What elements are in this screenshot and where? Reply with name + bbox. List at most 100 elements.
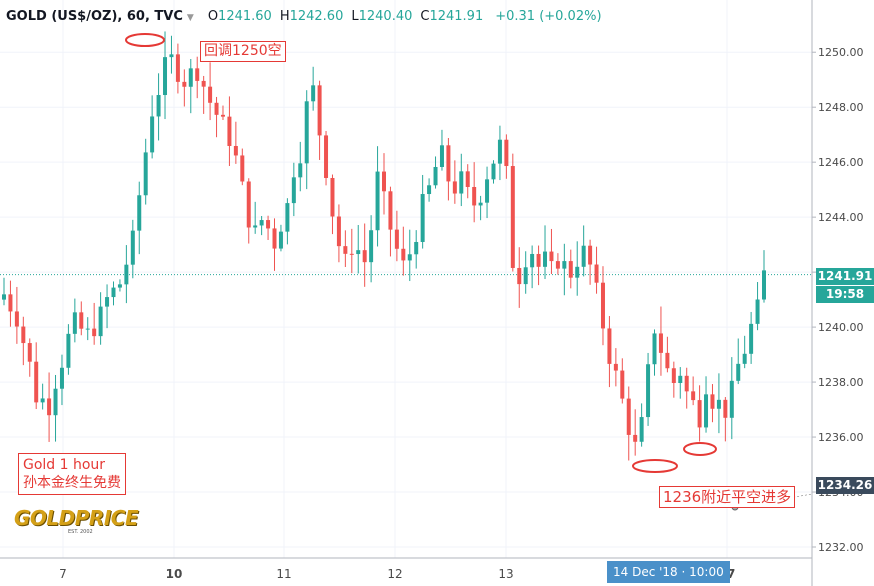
candle-body-down — [240, 155, 245, 182]
candle-body-up — [762, 270, 766, 300]
candle-body-down — [21, 326, 26, 344]
candle-body-down — [465, 171, 470, 187]
candle-body-up — [562, 261, 567, 269]
candle-body-down — [195, 68, 200, 81]
candle-body-down — [343, 246, 348, 254]
candle-body-up — [716, 399, 721, 409]
open-label: O — [207, 9, 219, 24]
candle-body-down — [220, 114, 225, 117]
candle-body-down — [510, 166, 515, 268]
price-tick-label: 1246.00 — [818, 156, 864, 169]
last-price-tag: 1241.91 — [816, 268, 874, 285]
candle-body-down — [517, 267, 522, 285]
candle-body-up — [439, 145, 444, 167]
candle-body-up — [285, 203, 290, 232]
candle-body-up — [2, 294, 6, 300]
symbol-title[interactable]: GOLD (US$/OZ), 60, TVC — [6, 9, 183, 24]
candle-body-down — [317, 85, 322, 136]
candle-body-down — [324, 135, 329, 178]
candle-body-up — [530, 253, 535, 268]
info-annotation: Gold 1 hour 孙本金终生免费 — [18, 453, 126, 495]
time-tick-label: 13 — [498, 567, 513, 581]
price-tick-label: 1244.00 — [818, 211, 864, 224]
candle-body-down — [504, 139, 509, 167]
price-tick-label: 1236.00 — [818, 431, 864, 444]
candle-body-up — [755, 299, 760, 324]
candle-body-up — [291, 177, 296, 204]
low-label: L — [351, 9, 359, 24]
high-label: H — [279, 9, 290, 24]
candle-body-up — [523, 267, 528, 285]
info-line-1: Gold 1 hour — [23, 457, 106, 473]
candle-body-down — [182, 81, 187, 87]
candle-body-down — [401, 248, 406, 261]
candle-body-up — [40, 398, 45, 403]
candle-body-down — [620, 370, 625, 399]
candle-body-up — [407, 254, 412, 261]
time-tick-label: 11 — [276, 567, 291, 581]
candle-body-down — [697, 400, 702, 428]
candle-body-down — [723, 399, 728, 418]
candle-body-up — [575, 266, 580, 278]
support-circle-marker-left — [632, 459, 678, 473]
candle-body-up — [427, 185, 432, 195]
chevron-down-icon[interactable]: ▼ — [186, 13, 194, 23]
resistance-annotation: 回调1250空 — [200, 41, 286, 62]
high-value: 1242.60 — [289, 9, 344, 24]
candle-body-up — [433, 166, 438, 186]
candle-body-up — [646, 364, 651, 418]
candle-body-down — [536, 253, 541, 267]
candle-body-up — [98, 306, 103, 337]
candle-body-down — [671, 368, 676, 384]
candle-body-up — [311, 85, 316, 102]
candle-body-up — [72, 312, 77, 334]
candle-body-up — [85, 328, 90, 330]
candle-body-down — [594, 264, 599, 283]
time-tick-label: 10 — [166, 567, 183, 581]
price-axis-labels: 1232.001234.001236.001238.001240.001242.… — [812, 46, 864, 554]
candle-body-down — [79, 312, 84, 329]
candle-body-down — [175, 54, 180, 82]
candle-body-up — [581, 245, 586, 267]
open-value: 1241.60 — [218, 9, 272, 24]
candle-body-down — [472, 186, 477, 206]
candle-body-up — [736, 363, 741, 381]
candle-body-down — [34, 361, 39, 403]
candle-body-down — [362, 250, 367, 263]
chart-grid — [0, 0, 812, 558]
candle-body-down — [233, 145, 238, 156]
close-label: C — [420, 9, 430, 24]
candle-body-up — [137, 195, 142, 231]
candle-body-down — [201, 80, 206, 87]
support-circle-marker-right — [683, 442, 717, 456]
candle-body-down — [266, 220, 271, 229]
candle-body-up — [163, 57, 168, 96]
candle-body-down — [8, 294, 13, 312]
candle-body-down — [607, 328, 612, 364]
candle-body-down — [214, 102, 219, 115]
candle-body-down — [691, 391, 696, 401]
candle-body-up — [420, 194, 425, 242]
price-tick-label: 1250.00 — [818, 46, 864, 59]
candle-body-up — [169, 54, 174, 58]
candle-body-down — [658, 333, 663, 353]
candle-body-down — [388, 191, 393, 230]
candle-body-down — [555, 261, 560, 269]
candle-body-up — [729, 380, 734, 418]
candle-body-down — [626, 398, 631, 435]
candle-body-up — [375, 171, 380, 231]
low-value: 1240.40 — [358, 9, 413, 24]
candle-body-up — [278, 231, 283, 249]
candle-body-up — [742, 353, 747, 364]
candle-body-up — [143, 152, 148, 196]
candle-body-down — [588, 245, 593, 265]
price-tick-label: 1240.00 — [818, 321, 864, 334]
chart-header: GOLD (US$/OZ), 60, TVC ▼ O1241.60 H1242.60 L… — [6, 9, 602, 24]
support-annotation: 1236附近平空进多 — [659, 486, 796, 508]
info-line-2: 孙本金终生免费 — [23, 475, 121, 491]
candle-body-down — [684, 375, 689, 392]
candle-body-up — [117, 284, 122, 288]
candle-body-down — [600, 282, 605, 329]
candle-body-down — [394, 229, 399, 249]
